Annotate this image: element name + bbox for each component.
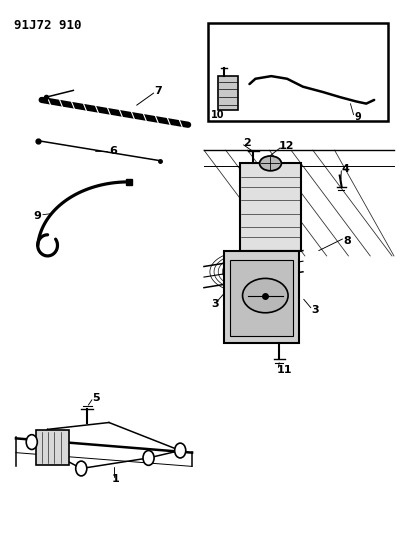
Text: 91J72 910: 91J72 910 — [14, 19, 82, 32]
Text: 4: 4 — [342, 164, 350, 174]
Text: 7: 7 — [154, 86, 162, 96]
Ellipse shape — [242, 278, 288, 313]
Text: 6: 6 — [109, 146, 117, 156]
Bar — [240, 164, 301, 251]
Text: 12: 12 — [279, 141, 295, 151]
Text: 3: 3 — [211, 298, 219, 309]
Bar — [208, 23, 388, 121]
Circle shape — [76, 461, 87, 476]
Text: 10: 10 — [211, 110, 224, 120]
Text: 9: 9 — [354, 112, 361, 122]
Circle shape — [143, 450, 154, 465]
Text: 3: 3 — [312, 305, 319, 315]
Text: 11: 11 — [276, 365, 292, 375]
Text: 9: 9 — [34, 211, 42, 221]
Text: 1: 1 — [112, 474, 120, 484]
Text: 5: 5 — [92, 393, 100, 402]
Circle shape — [175, 443, 186, 458]
Text: 2: 2 — [243, 138, 250, 148]
Bar — [218, 76, 238, 110]
Bar — [224, 251, 299, 343]
Text: 8: 8 — [343, 236, 351, 246]
Bar — [36, 431, 69, 465]
Ellipse shape — [260, 156, 281, 171]
Circle shape — [26, 435, 37, 449]
Bar — [230, 260, 293, 336]
